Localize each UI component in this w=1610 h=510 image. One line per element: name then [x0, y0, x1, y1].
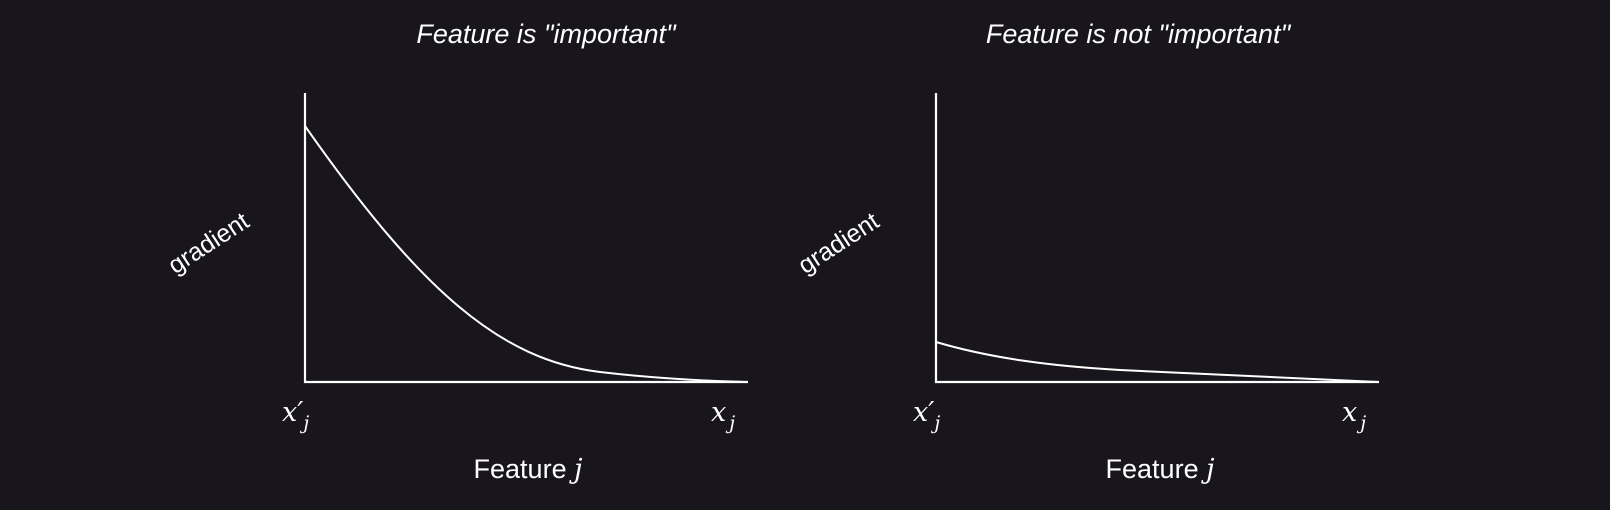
x-axis-label: Feature j — [1106, 454, 1215, 485]
x-axis-label: Feature j — [474, 454, 583, 485]
y-axis-label: gradient — [793, 207, 884, 280]
panel-title: Feature is "important" — [416, 19, 677, 49]
x-axis-tick-start: x′j — [282, 397, 309, 434]
x-axis-tick-start: x′j — [913, 397, 940, 434]
y-axis-label: gradient — [163, 207, 254, 280]
gradient-curve — [935, 341, 1379, 383]
panel-title: Feature is not "important" — [986, 19, 1292, 49]
panel-not-important: Feature is not "important" gradient x′j … — [793, 19, 1379, 485]
gradient-curve — [304, 125, 747, 383]
